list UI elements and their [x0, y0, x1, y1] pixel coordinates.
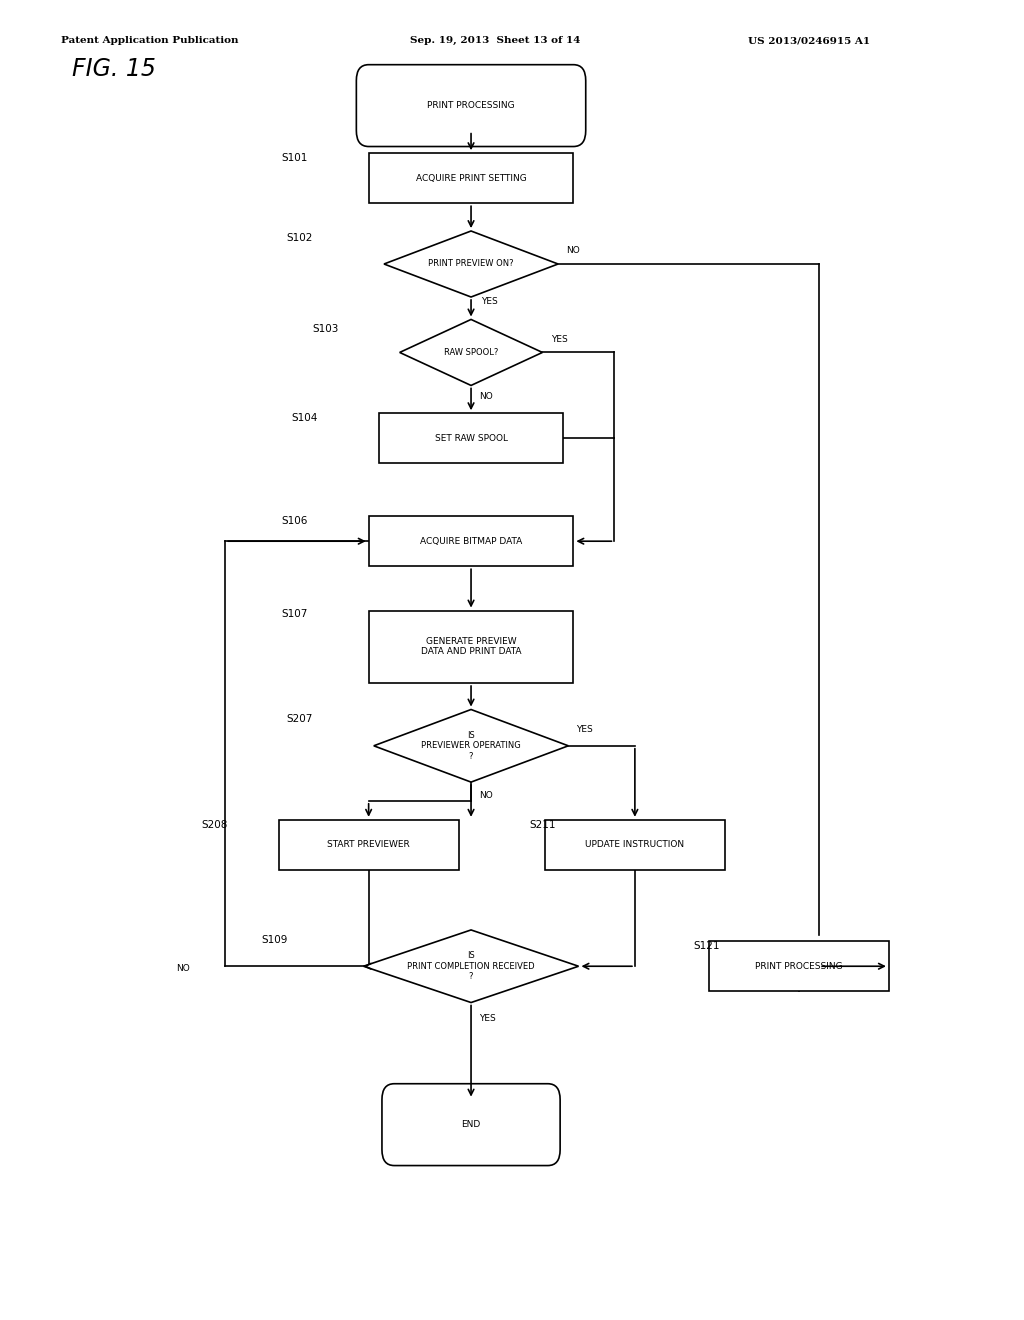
Text: S211: S211 [529, 820, 556, 830]
Text: S121: S121 [693, 941, 720, 952]
Bar [379, 413, 563, 463]
Bar [369, 153, 573, 203]
Text: IS
PRINT COMPLETION RECEIVED
?: IS PRINT COMPLETION RECEIVED ? [408, 952, 535, 981]
Text: FIG. 15: FIG. 15 [72, 57, 156, 81]
Text: NO: NO [479, 392, 493, 400]
Polygon shape [384, 231, 558, 297]
Bar [279, 820, 459, 870]
Text: PRINT PROCESSING: PRINT PROCESSING [755, 962, 843, 970]
Text: START PREVIEWER: START PREVIEWER [328, 841, 410, 849]
Text: S207: S207 [287, 714, 313, 725]
Text: PRINT PROCESSING: PRINT PROCESSING [427, 102, 515, 110]
Text: S107: S107 [282, 609, 308, 619]
Text: ACQUIRE BITMAP DATA: ACQUIRE BITMAP DATA [420, 537, 522, 545]
Text: SET RAW SPOOL: SET RAW SPOOL [434, 434, 508, 442]
Text: US 2013/0246915 A1: US 2013/0246915 A1 [748, 37, 869, 45]
Text: END: END [462, 1121, 480, 1129]
Text: Patent Application Publication: Patent Application Publication [61, 37, 239, 45]
Polygon shape [374, 710, 568, 781]
Text: YES: YES [577, 726, 593, 734]
Text: S104: S104 [292, 413, 318, 424]
Bar [545, 820, 725, 870]
Polygon shape [399, 319, 543, 385]
Bar [369, 610, 573, 684]
FancyBboxPatch shape [382, 1084, 560, 1166]
Text: NO: NO [176, 965, 189, 973]
Text: UPDATE INSTRUCTION: UPDATE INSTRUCTION [586, 841, 684, 849]
Text: RAW SPOOL?: RAW SPOOL? [443, 348, 499, 356]
Text: YES: YES [481, 297, 498, 306]
Bar [709, 941, 889, 991]
Text: YES: YES [551, 335, 567, 343]
Text: S101: S101 [282, 153, 308, 164]
Text: S109: S109 [261, 935, 288, 945]
Polygon shape [364, 929, 579, 1003]
Text: YES: YES [479, 1014, 496, 1023]
Text: GENERATE PREVIEW
DATA AND PRINT DATA: GENERATE PREVIEW DATA AND PRINT DATA [421, 638, 521, 656]
Text: NO: NO [566, 247, 580, 255]
FancyBboxPatch shape [356, 65, 586, 147]
Text: PRINT PREVIEW ON?: PRINT PREVIEW ON? [428, 260, 514, 268]
Text: S103: S103 [312, 323, 339, 334]
Text: IS
PREVIEWER OPERATING
?: IS PREVIEWER OPERATING ? [421, 731, 521, 760]
Bar [369, 516, 573, 566]
Text: S102: S102 [287, 232, 313, 243]
Text: ACQUIRE PRINT SETTING: ACQUIRE PRINT SETTING [416, 174, 526, 182]
Text: S208: S208 [202, 820, 228, 830]
Text: S106: S106 [282, 516, 308, 527]
Text: NO: NO [479, 791, 493, 800]
Text: Sep. 19, 2013  Sheet 13 of 14: Sep. 19, 2013 Sheet 13 of 14 [410, 37, 580, 45]
